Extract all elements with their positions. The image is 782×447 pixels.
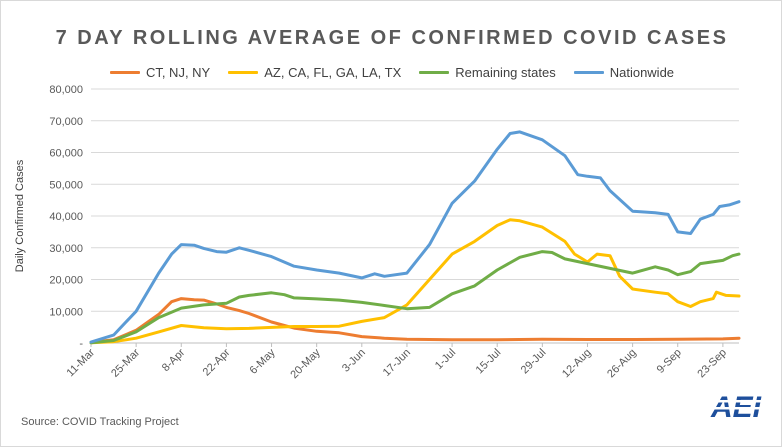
x-tick-label: 9-Sep xyxy=(655,347,684,376)
legend-item-ct-nj-ny: CT, NJ, NY xyxy=(109,65,211,80)
y-tick-label: 60,000 xyxy=(49,148,83,160)
x-tick-label: 6-May xyxy=(248,346,278,376)
y-tick-label: 10,000 xyxy=(49,306,83,318)
y-tick-label: - xyxy=(79,338,83,350)
legend-swatch-ct-nj-ny xyxy=(109,71,140,74)
legend-item-sunbelt-states: AZ, CA, FL, GA, LA, TX xyxy=(228,65,401,80)
x-tick-label: 3-Jun xyxy=(340,347,368,375)
series-line-remaining-states xyxy=(89,250,741,345)
x-tick-label: 1-Jul xyxy=(433,347,458,372)
x-tick-label: 22-Apr xyxy=(201,346,233,378)
x-tick-label: 11-Mar xyxy=(65,346,98,379)
x-tick-label: 12-Aug xyxy=(560,347,594,381)
legend-label-remaining-states: Remaining states xyxy=(455,65,556,80)
series-line-az-ca-fl-ga-la-tx xyxy=(89,218,741,345)
chart-title: 7 DAY ROLLING AVERAGE OF CONFIRMED COVID… xyxy=(55,27,729,49)
legend-label-nationwide: Nationwide xyxy=(609,65,675,80)
aei-logo: AEI xyxy=(703,391,769,423)
x-tick-label: 17-Jun xyxy=(381,347,413,379)
legend-label-sunbelt-states: AZ, CA, FL, GA, LA, TX xyxy=(264,65,402,80)
x-tick-label: 23-Sep xyxy=(695,347,729,381)
x-tick-label: 20-May xyxy=(288,346,323,381)
x-tick-label: 8-Apr xyxy=(160,346,188,374)
series-line-nationwide xyxy=(89,130,741,344)
legend-swatch-sunbelt-states xyxy=(228,71,259,74)
series-line-ct-nj-ny xyxy=(89,297,741,344)
y-tick-label: 80,000 xyxy=(49,84,83,96)
source-note: Source: COVID Tracking Project xyxy=(21,416,179,428)
y-tick-label: 30,000 xyxy=(49,243,83,255)
legend: CT, NJ, NY AZ, CA, FL, GA, LA, TX Remain… xyxy=(1,65,782,80)
x-tick-label: 25-Mar xyxy=(109,346,142,379)
legend-label-ct-nj-ny: CT, NJ, NY xyxy=(145,65,211,80)
legend-swatch-nationwide xyxy=(573,71,604,74)
legend-swatch-remaining-states xyxy=(419,71,450,74)
x-tick-label: 26-Aug xyxy=(605,347,639,381)
y-tick-label: 20,000 xyxy=(49,275,83,287)
x-tick-label: 15-Jul xyxy=(474,347,504,377)
legend-item-remaining-states: Remaining states xyxy=(419,65,556,80)
y-tick-label: 70,000 xyxy=(49,116,83,128)
y-tick-label: 40,000 xyxy=(49,211,83,223)
legend-item-nationwide: Nationwide xyxy=(573,65,675,80)
x-tick-label: 29-Jul xyxy=(519,347,549,377)
y-tick-label: 50,000 xyxy=(49,179,83,191)
